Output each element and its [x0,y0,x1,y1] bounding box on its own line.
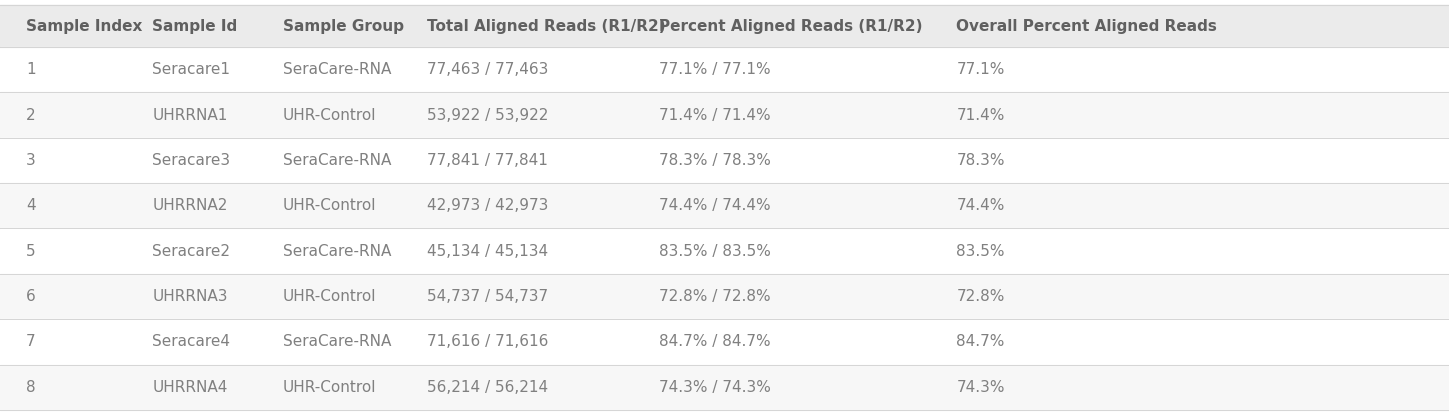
Text: Sample Index: Sample Index [26,19,142,34]
Text: 6: 6 [26,289,36,304]
Text: 4: 4 [26,198,36,213]
Text: 78.3% / 78.3%: 78.3% / 78.3% [659,153,771,168]
Text: 3: 3 [26,153,36,168]
Text: SeraCare-RNA: SeraCare-RNA [283,244,391,259]
Text: UHR-Control: UHR-Control [283,289,377,304]
Text: 53,922 / 53,922: 53,922 / 53,922 [427,107,549,122]
Text: Overall Percent Aligned Reads: Overall Percent Aligned Reads [956,19,1217,34]
Bar [0,274,1449,319]
Text: 74.4%: 74.4% [956,198,1004,213]
Text: 83.5% / 83.5%: 83.5% / 83.5% [659,244,771,259]
Text: 84.7%: 84.7% [956,334,1004,349]
Text: 72.8%: 72.8% [956,289,1004,304]
Text: 74.3%: 74.3% [956,380,1004,395]
Text: 71,616 / 71,616: 71,616 / 71,616 [427,334,549,349]
Text: Total Aligned Reads (R1/R2): Total Aligned Reads (R1/R2) [427,19,667,34]
Text: 1: 1 [26,62,36,77]
Bar [0,138,1449,183]
Text: UHRRNA2: UHRRNA2 [152,198,227,213]
Text: 7: 7 [26,334,36,349]
Text: 5: 5 [26,244,36,259]
Bar [0,47,1449,93]
Text: Sample Group: Sample Group [283,19,404,34]
Text: Percent Aligned Reads (R1/R2): Percent Aligned Reads (R1/R2) [659,19,923,34]
Text: 71.4% / 71.4%: 71.4% / 71.4% [659,107,771,122]
Text: Seracare4: Seracare4 [152,334,230,349]
Text: UHRRNA3: UHRRNA3 [152,289,227,304]
Text: SeraCare-RNA: SeraCare-RNA [283,153,391,168]
Bar [0,319,1449,365]
Bar [0,229,1449,274]
Text: 84.7% / 84.7%: 84.7% / 84.7% [659,334,771,349]
Text: 77,841 / 77,841: 77,841 / 77,841 [427,153,548,168]
Text: 77,463 / 77,463: 77,463 / 77,463 [427,62,549,77]
Text: 54,737 / 54,737: 54,737 / 54,737 [427,289,549,304]
Text: UHR-Control: UHR-Control [283,198,377,213]
Bar [0,5,1449,47]
Text: 83.5%: 83.5% [956,244,1004,259]
Text: UHR-Control: UHR-Control [283,380,377,395]
Text: 8: 8 [26,380,36,395]
Text: 45,134 / 45,134: 45,134 / 45,134 [427,244,549,259]
Text: 42,973 / 42,973: 42,973 / 42,973 [427,198,549,213]
Text: 56,214 / 56,214: 56,214 / 56,214 [427,380,549,395]
Text: Seracare2: Seracare2 [152,244,230,259]
Bar [0,183,1449,229]
Text: 77.1% / 77.1%: 77.1% / 77.1% [659,62,771,77]
Text: Seracare1: Seracare1 [152,62,230,77]
Text: SeraCare-RNA: SeraCare-RNA [283,334,391,349]
Text: Sample Id: Sample Id [152,19,238,34]
Bar [0,365,1449,410]
Text: UHRRNA1: UHRRNA1 [152,107,227,122]
Text: 2: 2 [26,107,36,122]
Bar [0,93,1449,138]
Text: 74.3% / 74.3%: 74.3% / 74.3% [659,380,771,395]
Text: SeraCare-RNA: SeraCare-RNA [283,62,391,77]
Text: UHR-Control: UHR-Control [283,107,377,122]
Text: 77.1%: 77.1% [956,62,1004,77]
Text: 78.3%: 78.3% [956,153,1004,168]
Text: 74.4% / 74.4%: 74.4% / 74.4% [659,198,771,213]
Text: UHRRNA4: UHRRNA4 [152,380,227,395]
Text: 71.4%: 71.4% [956,107,1004,122]
Text: 72.8% / 72.8%: 72.8% / 72.8% [659,289,771,304]
Text: Seracare3: Seracare3 [152,153,230,168]
